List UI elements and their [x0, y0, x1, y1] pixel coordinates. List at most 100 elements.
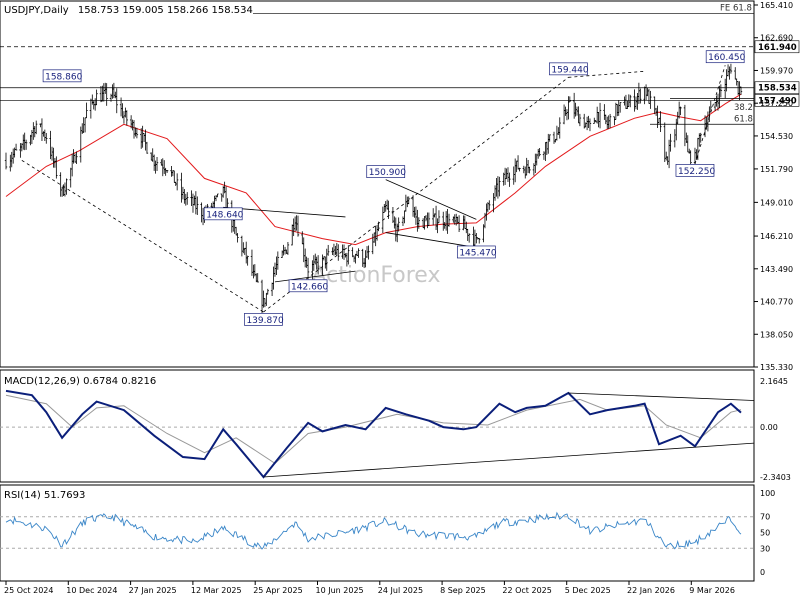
price-candle [160, 159, 163, 166]
x-tick-label: 10 Dec 2024 [66, 586, 117, 595]
dashed-trendline-4 [694, 65, 726, 165]
price-candle [19, 143, 22, 158]
price-tick-label: 162.690 [760, 34, 793, 43]
price-candle [122, 111, 126, 124]
symbol-label: USDJPY,Daily [4, 5, 69, 16]
price-label-text: 160.450 [708, 53, 745, 63]
price-candle [283, 246, 287, 255]
price-candle [242, 242, 245, 254]
price-candle [276, 251, 280, 270]
price-candle [163, 160, 166, 174]
price-candle [173, 170, 176, 183]
macd-title: MACD(12,26,9) 0.6784 0.8216 [4, 376, 156, 387]
price-candle [447, 213, 451, 227]
price-candle [371, 233, 374, 255]
price-candle [424, 215, 428, 222]
price-candle [604, 114, 607, 125]
x-tick-label: 22 Jan 2026 [627, 586, 675, 595]
price-candle [394, 217, 397, 242]
price-candle [452, 216, 455, 223]
price-tick-label: 146.210 [760, 232, 793, 241]
axis-label-current: 158.534 [754, 81, 800, 95]
price-candle [352, 255, 356, 263]
x-tick-label: 22 Oct 2025 [502, 586, 551, 595]
price-panel-frame [0, 0, 755, 368]
price-candle [736, 81, 740, 96]
price-candle [478, 237, 481, 244]
price-candle [598, 102, 602, 129]
price-candle [375, 225, 379, 241]
price-tick-label: 149.010 [760, 198, 793, 207]
price-candle [624, 94, 628, 110]
price-candle [32, 122, 35, 140]
price-candle [423, 215, 426, 230]
price-candle [689, 150, 692, 167]
price-candle [236, 232, 239, 243]
macd-support-trendline [263, 442, 755, 478]
axis-label-161940: 161.940 [754, 40, 800, 54]
price-candle [493, 185, 497, 201]
x-tick-label: 12 Mar 2025 [191, 586, 242, 595]
price-candle [175, 173, 179, 191]
price-candle [557, 127, 560, 135]
dashed-trendline-3 [568, 70, 645, 78]
price-candle [657, 117, 661, 124]
price-candle [404, 194, 408, 212]
x-tick-label: 24 Jul 2025 [378, 586, 423, 595]
price-label-box [456, 245, 496, 259]
price-candle [506, 167, 510, 183]
x-tick-label: 8 Sep 2025 [440, 586, 486, 595]
rsi-tick-label: 0 [760, 568, 765, 577]
price-candle [524, 166, 527, 179]
price-candle [498, 176, 501, 197]
axis-label-current-text: 158.534 [758, 84, 797, 94]
price-candle [216, 193, 219, 198]
price-label-box [675, 164, 715, 177]
price-candle [102, 83, 106, 102]
price-label-160.450: 160.450 [705, 50, 746, 63]
price-candle [337, 244, 340, 261]
price-candle [446, 208, 449, 234]
price-label-text: 142.660 [291, 282, 328, 292]
price-candle [131, 119, 134, 131]
price-label-159.440: 159.440 [549, 62, 589, 75]
price-candle [673, 129, 677, 148]
price-candle [190, 190, 193, 207]
triangle-upper-line [223, 206, 346, 218]
price-candle [194, 191, 198, 215]
price-candle [70, 153, 74, 177]
price-candle [583, 113, 586, 129]
price-candle [616, 104, 619, 117]
rsi-tick-label: 100 [760, 489, 775, 498]
price-candle [124, 107, 127, 118]
price-candle [629, 94, 632, 108]
price-candle [626, 100, 629, 109]
price-candle [538, 148, 541, 157]
price-candle [567, 96, 570, 120]
price-candle [723, 78, 727, 99]
price-candle [685, 132, 688, 143]
price-label-text: 139.870 [246, 316, 283, 326]
price-candle [526, 159, 530, 174]
x-tick-label: 25 Apr 2025 [253, 586, 302, 595]
price-candle [295, 215, 298, 231]
price-candle [260, 279, 264, 314]
price-candle [69, 167, 72, 188]
price-candle [270, 282, 274, 297]
price-candle [180, 172, 183, 203]
price-candle [534, 153, 537, 174]
price-candle [114, 91, 117, 99]
price-candle [588, 118, 592, 132]
price-candle [141, 125, 144, 148]
price-candle [43, 129, 47, 142]
price-candle [659, 111, 662, 132]
price-candle [637, 82, 641, 104]
price-candle [414, 206, 418, 225]
price-candle [191, 193, 195, 213]
price-candle [33, 126, 36, 138]
price-candle [303, 248, 307, 268]
axis-label-current-box [754, 81, 800, 95]
price-candle [4, 152, 8, 170]
price-candle [13, 147, 16, 158]
price-candle [597, 112, 600, 128]
